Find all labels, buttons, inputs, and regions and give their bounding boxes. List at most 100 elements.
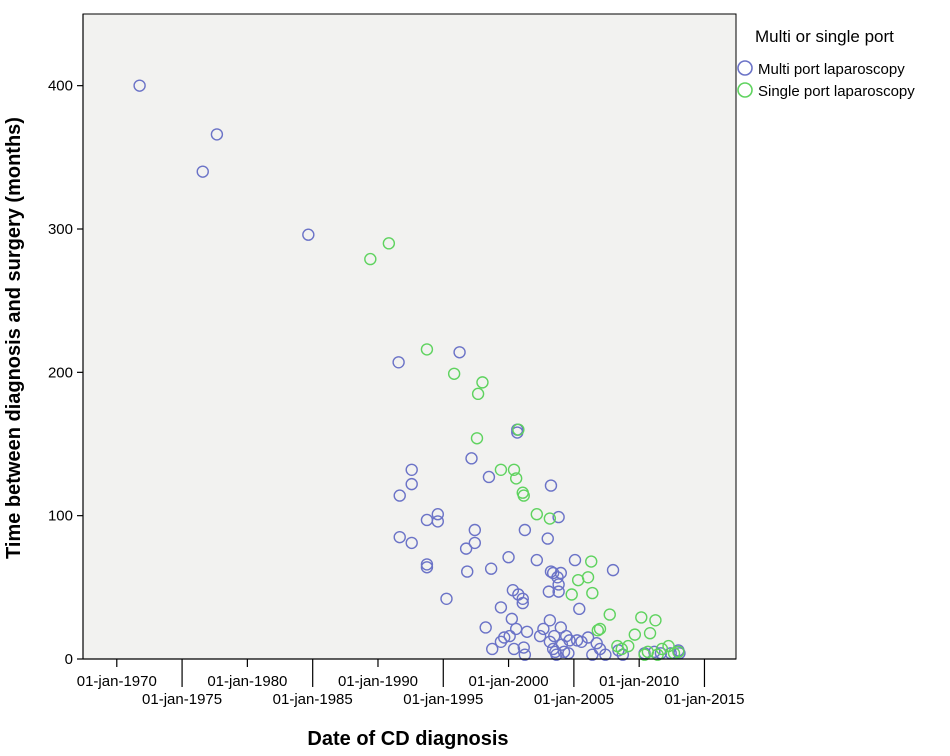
data-point — [431, 508, 445, 521]
data-point — [585, 555, 598, 568]
data-point — [565, 588, 578, 601]
data-point — [530, 553, 544, 567]
data-point — [440, 592, 453, 605]
data-point — [420, 561, 434, 574]
x-tick-label: 01-jan-1995 — [403, 691, 483, 708]
data-point — [546, 566, 560, 580]
x-tick-label: 01-jan-2005 — [534, 691, 614, 708]
data-point — [512, 423, 525, 436]
data-point — [465, 452, 478, 465]
data-point — [649, 614, 662, 627]
series-multi-port — [133, 79, 686, 661]
data-point — [628, 628, 642, 641]
data-point — [615, 642, 628, 656]
data-point — [486, 642, 499, 656]
y-axis-ticks: 0 100 200 300 400 — [48, 78, 83, 668]
x-axis-title: Date of CD diagnosis — [307, 728, 508, 750]
data-point — [552, 510, 565, 524]
data-point — [563, 634, 576, 647]
data-point — [542, 585, 556, 598]
data-point — [635, 611, 648, 624]
x-tick-label: 01-jan-1970 — [77, 673, 157, 690]
data-point — [517, 641, 530, 654]
data-point — [530, 508, 544, 521]
data-point — [516, 596, 529, 610]
data-point — [622, 639, 635, 653]
data-point — [494, 601, 508, 614]
data-point — [581, 571, 595, 584]
data-point — [505, 612, 519, 626]
data-point — [494, 463, 508, 476]
data-point — [533, 629, 547, 643]
data-point — [586, 586, 599, 600]
data-point — [471, 387, 485, 401]
data-point — [603, 608, 616, 621]
x-tick-label: 01-jan-1990 — [338, 673, 418, 690]
legend-label-single-port: Single port laparoscopy — [758, 83, 915, 100]
data-point — [364, 252, 377, 266]
legend-label-multi-port: Multi port laparoscopy — [758, 61, 905, 78]
data-point — [133, 79, 146, 92]
data-point — [517, 489, 530, 502]
data-point — [552, 585, 565, 598]
data-point — [468, 523, 482, 537]
data-point — [453, 346, 466, 359]
data-point — [581, 631, 595, 644]
data-point — [459, 542, 473, 555]
data-point — [447, 367, 461, 380]
x-tick-label: 01-jan-1975 — [142, 691, 222, 708]
data-point — [573, 602, 586, 616]
data-point — [479, 621, 492, 634]
data-point — [518, 648, 532, 661]
data-point — [593, 622, 607, 636]
legend-marker-single-port — [737, 82, 753, 98]
data-point — [470, 432, 484, 445]
plot-area — [82, 13, 737, 660]
data-point — [543, 512, 557, 525]
data-point — [518, 523, 532, 537]
data-point — [503, 629, 516, 643]
x-tick-label: 01-jan-2010 — [599, 673, 679, 690]
data-point — [405, 477, 418, 491]
data-point — [552, 578, 565, 591]
y-tick-label: 300 — [48, 221, 73, 238]
y-tick-label: 100 — [48, 508, 73, 525]
data-point — [643, 627, 657, 640]
legend-marker-multi-port — [737, 60, 753, 76]
data-point — [543, 614, 557, 627]
data-point — [393, 489, 406, 502]
data-point — [509, 472, 523, 485]
series-single-port — [364, 237, 685, 661]
data-point — [554, 621, 567, 634]
data-point — [599, 648, 612, 661]
data-point — [591, 624, 605, 637]
y-tick-label: 400 — [48, 78, 73, 95]
data-point — [302, 228, 315, 241]
x-tick-label: 01-jan-1985 — [273, 691, 353, 708]
x-axis-ticks: 01-jan-197001-jan-197501-jan-198001-jan-… — [77, 659, 744, 708]
data-point — [420, 343, 434, 356]
data-point — [196, 165, 209, 178]
data-point — [497, 631, 511, 644]
y-axis-title: Time between diagnosis and surgery (mont… — [3, 117, 25, 559]
data-point — [461, 565, 474, 578]
data-point — [548, 629, 561, 643]
legend: Multi or single port Multi port laparosc… — [737, 27, 915, 100]
data-point — [550, 648, 563, 661]
data-point — [420, 558, 434, 571]
data-point — [382, 237, 396, 250]
data-point — [393, 530, 406, 544]
data-point — [476, 376, 489, 389]
data-point — [431, 515, 445, 528]
data-point — [655, 642, 669, 656]
data-point — [616, 648, 630, 661]
data-point — [392, 356, 405, 369]
data-point — [638, 648, 651, 661]
data-point — [405, 463, 418, 476]
data-point — [537, 622, 550, 636]
data-point — [502, 551, 515, 564]
data-point — [482, 470, 496, 484]
data-point — [405, 536, 418, 550]
x-tick-label: 01-jan-2015 — [664, 691, 744, 708]
